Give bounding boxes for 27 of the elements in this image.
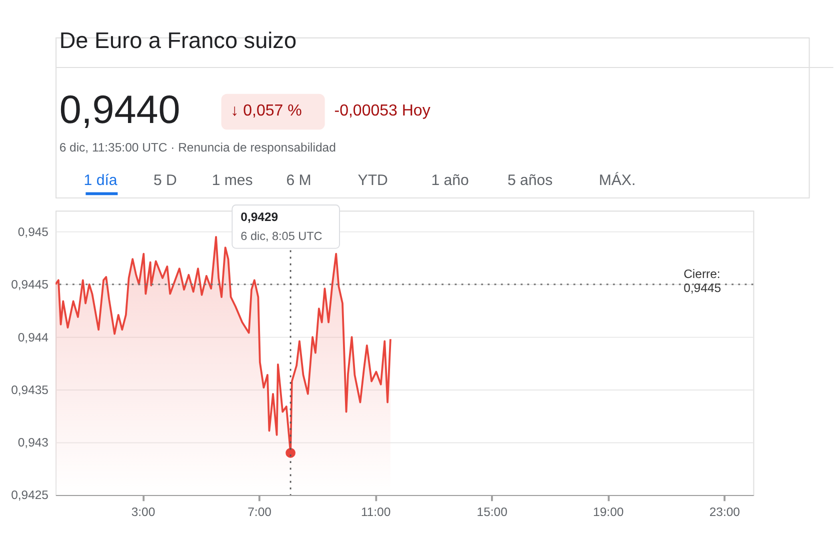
annotation: 0,9429 6 dic, 8:05 UTC: [240, 210, 323, 243]
text: 5 D: [153, 172, 178, 190]
text: 1 mes: [212, 172, 253, 190]
y-tick-label: 0,9445: [11, 278, 49, 292]
text: 6 dic, 11:35:00 UTC · Renuncia de responsabilidad: [59, 140, 336, 154]
y-tick-label: 0,943: [18, 436, 49, 450]
text: YTD: [358, 172, 388, 190]
text: 6 M: [286, 172, 312, 190]
x-tick-label: 23:00: [709, 505, 740, 520]
y-tick-label: 0,945: [18, 224, 49, 239]
x-tick-label: 15:00: [476, 505, 508, 520]
text: 0,9440: [59, 88, 180, 132]
y-tick-label: 0,9425: [11, 488, 49, 502]
ref-line-label: Cierre: 0,9445: [684, 266, 722, 295]
x-tick-label: 19:00: [593, 505, 624, 520]
text: MÁX.: [598, 171, 636, 190]
x-tick-label: 11:00: [360, 505, 391, 520]
chart-title: De Euro a Franco suizo: [59, 28, 297, 53]
y-tick-label: 0,944: [18, 330, 49, 344]
text: -0,00053 Hoy: [334, 102, 430, 120]
text: 1 día: [84, 172, 118, 190]
y-tick-label: 0,9435: [11, 382, 49, 397]
text: 5 años: [508, 172, 553, 190]
text: 1 año: [431, 172, 469, 190]
x-tick-label: 3:00: [131, 505, 156, 520]
x-tick-label: 7:00: [248, 505, 272, 520]
text: ↓ 0,057 %: [230, 102, 302, 120]
